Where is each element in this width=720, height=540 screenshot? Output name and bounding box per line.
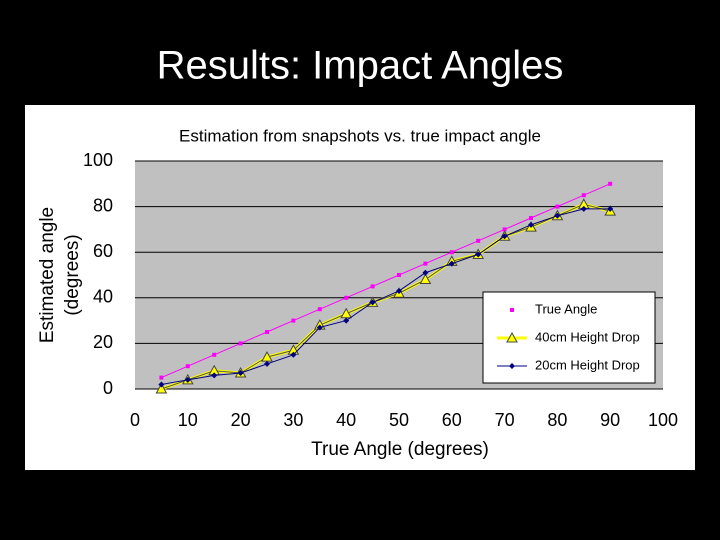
data-point: [476, 238, 481, 243]
data-point: [155, 382, 168, 394]
data-point: [581, 193, 586, 198]
data-point: [184, 376, 191, 383]
y-tick-label: 40: [93, 287, 113, 307]
data-point: [159, 375, 164, 380]
data-point: [419, 273, 432, 285]
data-point: [555, 204, 560, 209]
data-point: [449, 250, 454, 255]
legend-label: 40cm Height Drop: [535, 329, 640, 344]
x-tick-label: 60: [442, 410, 462, 430]
x-axis-label: True Angle (degrees): [311, 439, 489, 460]
data-point: [370, 284, 375, 289]
x-tick-label: 90: [600, 410, 620, 430]
slide-title: Results: Impact Angles: [157, 44, 564, 88]
y-axis-label: Estimated angle: [37, 207, 58, 343]
data-point: [264, 360, 270, 367]
x-tick-label: 30: [283, 410, 303, 430]
legend-label: 20cm Height Drop: [535, 357, 640, 372]
legend-marker: [506, 331, 518, 343]
data-point: [237, 370, 244, 377]
data-point: [529, 216, 533, 220]
series-line: [161, 208, 611, 385]
series-line: [161, 203, 611, 390]
data-point: [211, 372, 218, 379]
legend-marker: [510, 308, 514, 312]
data-point: [185, 364, 190, 369]
data-point: [554, 212, 561, 219]
data-point: [344, 295, 349, 300]
legend-label: True Angle: [535, 301, 597, 316]
data-point: [397, 273, 401, 277]
y-axis-label: (degrees): [62, 234, 83, 315]
data-point: [212, 352, 217, 357]
data-point: [291, 318, 296, 323]
y-tick-label: 60: [93, 241, 113, 261]
x-tick-label: 50: [389, 410, 409, 430]
data-point: [475, 251, 482, 258]
data-point: [238, 341, 243, 346]
data-point: [317, 307, 322, 312]
series-line: [161, 183, 611, 379]
data-point: [448, 260, 455, 267]
data-point: [290, 351, 297, 358]
y-tick-label: 0: [103, 378, 113, 398]
data-point: [607, 205, 614, 212]
data-point: [316, 324, 323, 331]
data-point: [422, 269, 429, 276]
x-tick-label: 80: [547, 410, 567, 430]
data-point: [396, 287, 402, 294]
data-point: [265, 330, 269, 334]
data-point: [343, 317, 350, 324]
x-tick-label: 0: [130, 410, 140, 430]
y-tick-label: 20: [93, 332, 113, 352]
x-tick-label: 10: [178, 410, 198, 430]
x-tick-label: 70: [495, 410, 515, 430]
data-point: [423, 261, 428, 266]
legend-marker: [509, 363, 515, 369]
x-tick-label: 100: [648, 410, 678, 430]
data-point: [369, 299, 376, 306]
data-point: [608, 181, 613, 186]
data-point: [528, 221, 534, 228]
x-tick-label: 20: [231, 410, 251, 430]
y-tick-label: 100: [83, 150, 113, 170]
chart-title: Estimation from snapshots vs. true impac…: [179, 126, 541, 145]
data-point: [501, 233, 508, 240]
data-point: [580, 205, 587, 212]
data-point: [502, 227, 507, 232]
data-point: [158, 381, 165, 388]
x-tick-label: 40: [336, 410, 356, 430]
y-tick-label: 80: [93, 195, 113, 215]
